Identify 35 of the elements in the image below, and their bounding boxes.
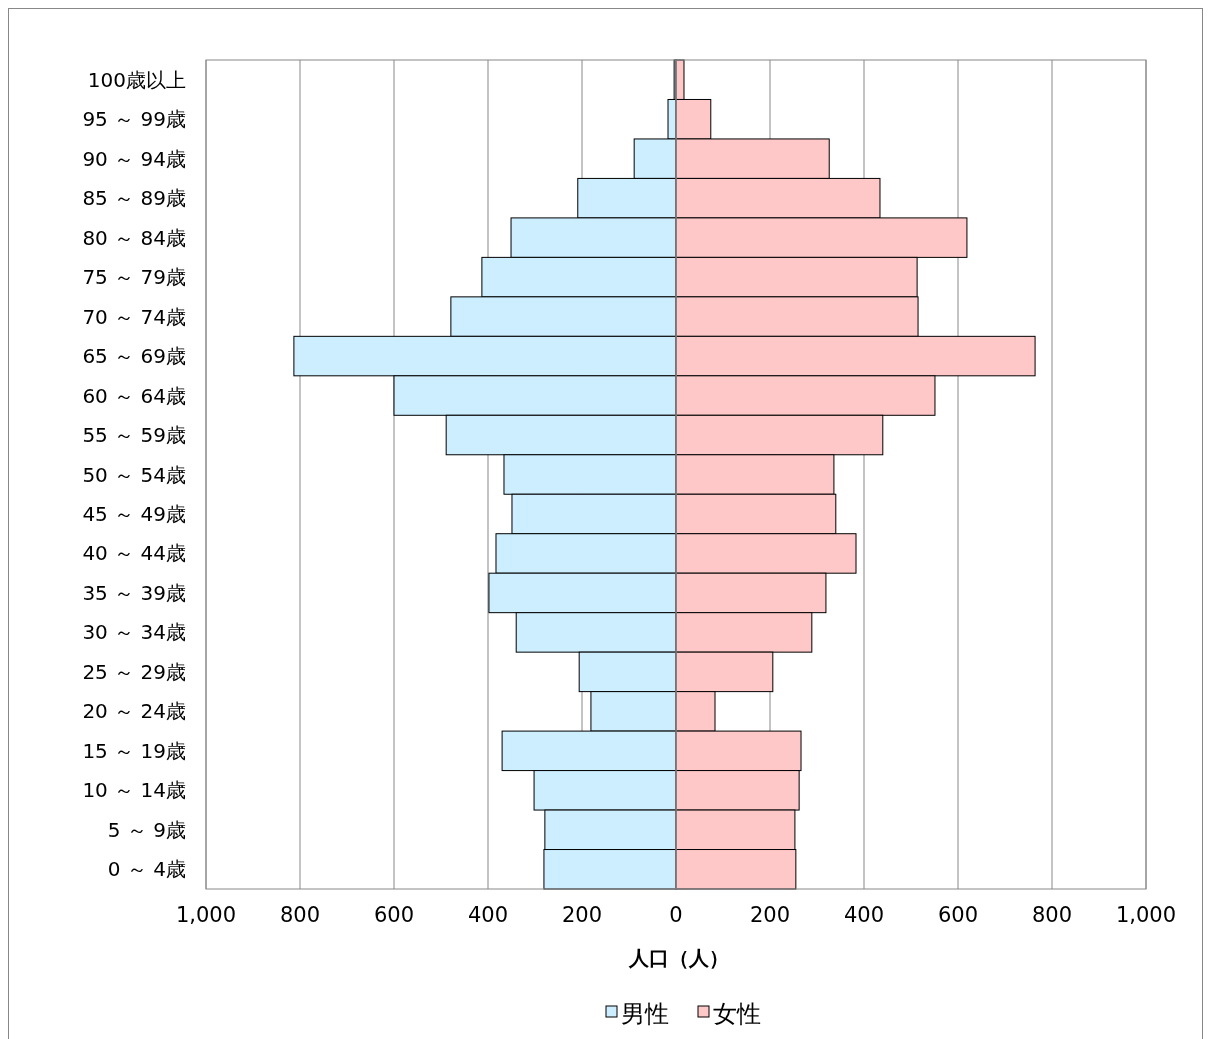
y-tick-label: 20 ～ 24歳 (82, 699, 186, 724)
x-tick-label: 0 (669, 903, 683, 927)
legend-label: 男性 (621, 1000, 669, 1028)
x-tick-label: 800 (279, 903, 321, 927)
y-tick-label: 35 ～ 39歳 (82, 580, 186, 605)
y-tick-label: 100歳以上 (87, 67, 186, 92)
legend-label: 女性 (713, 1000, 761, 1028)
y-tick-label: 65 ～ 69歳 (82, 344, 186, 369)
y-tick-label: 70 ～ 74歳 (82, 304, 186, 329)
x-tick-label: 600 (373, 903, 415, 927)
y-tick-label: 40 ～ 44歳 (82, 541, 186, 566)
x-tick-label: 600 (937, 903, 979, 927)
x-tick-label: 400 (843, 903, 885, 927)
x-tick-label: 200 (561, 903, 603, 927)
x-tick-label: 200 (749, 903, 791, 927)
y-tick-label: 15 ～ 19歳 (82, 738, 186, 763)
y-tick-label: 60 ～ 64歳 (82, 383, 186, 408)
y-tick-label: 45 ～ 49歳 (82, 501, 186, 526)
y-tick-label: 75 ～ 79歳 (82, 265, 186, 290)
y-tick-label: 95 ～ 99歳 (82, 107, 186, 132)
y-tick-label: 55 ～ 59歳 (82, 423, 186, 448)
y-tick-label: 0 ～ 4歳 (107, 857, 186, 882)
y-tick-label: 90 ～ 94歳 (82, 146, 186, 171)
y-tick-label: 80 ～ 84歳 (82, 225, 186, 250)
x-axis-title: 人口（人） (628, 946, 729, 970)
y-tick-label: 5 ～ 9歳 (107, 817, 186, 842)
y-tick-label: 25 ～ 29歳 (82, 659, 186, 684)
x-tick-label: 1,000 (1115, 903, 1177, 927)
x-tick-label: 400 (467, 903, 509, 927)
x-tick-label: 1,000 (175, 903, 237, 927)
x-tick-label: 800 (1031, 903, 1073, 927)
y-tick-label: 50 ～ 54歳 (82, 462, 186, 487)
y-tick-label: 85 ～ 89歳 (82, 186, 186, 211)
y-tick-label: 10 ～ 14歳 (82, 778, 186, 803)
y-tick-label: 30 ～ 34歳 (82, 620, 186, 645)
